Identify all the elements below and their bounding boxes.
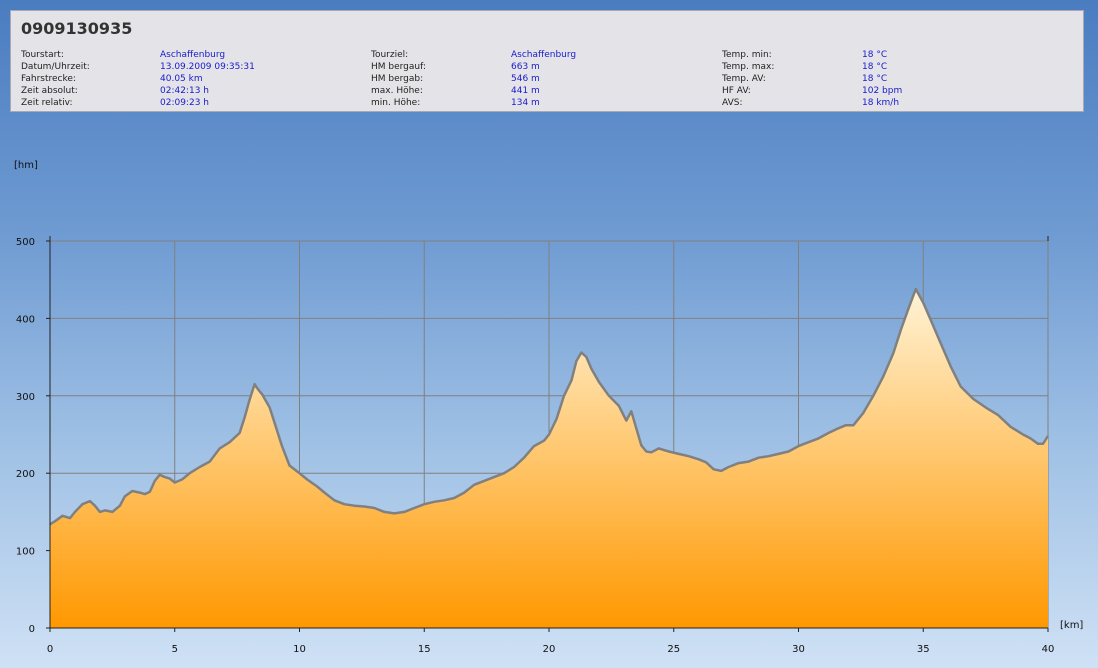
info-label-fahrstrecke: Fahrstrecke: <box>21 74 76 84</box>
x-tick-label: 40 <box>1042 644 1055 655</box>
info-value-min-hoehe: 134 m <box>511 98 540 108</box>
info-label-zeit-absolut: Zeit absolut: <box>21 86 78 96</box>
info-value-zeit-absolut: 02:42:13 h <box>160 86 209 96</box>
info-value-avs: 18 km/h <box>862 98 900 108</box>
x-tick-label: 35 <box>917 644 930 655</box>
x-tick-label: 25 <box>667 644 680 655</box>
y-axis-label: [hm] <box>14 160 38 171</box>
y-tick-label: 100 <box>16 547 35 558</box>
x-tick-label: 20 <box>543 644 556 655</box>
info-label-temp-max: Temp. max: <box>722 62 775 72</box>
info-label-hm-bergauf: HM bergauf: <box>371 62 426 72</box>
info-label-hm-bergab: HM bergab: <box>371 74 424 84</box>
x-tick-label: 30 <box>792 644 805 655</box>
info-value-hm-bergab: 546 m <box>511 74 540 84</box>
info-col3-value: 18 °C 18 °C 18 °C 102 bpm 18 km/h <box>862 49 902 109</box>
info-value-datum: 13.09.2009 09:35:31 <box>160 62 255 72</box>
x-axis-label: [km] <box>1060 620 1083 631</box>
info-col2-label: Tourziel: HM bergauf: HM bergab: max. Hö… <box>371 49 426 109</box>
info-label-max-hoehe: max. Höhe: <box>371 86 423 96</box>
info-value-zeit-relativ: 02:09:23 h <box>160 98 209 108</box>
info-col2-value: Aschaffenburg 663 m 546 m 441 m 134 m <box>511 49 576 109</box>
info-value-tourstart: Aschaffenburg <box>160 50 226 60</box>
info-label-tourstart: Tourstart: <box>21 50 64 60</box>
info-col1-label: Tourstart: Datum/Uhrzeit: Fahrstrecke: Z… <box>21 49 90 109</box>
y-tick-label: 0 <box>29 624 35 635</box>
x-tick-label: 15 <box>418 644 431 655</box>
info-value-hf-av: 102 bpm <box>862 86 903 96</box>
y-tick-label: 200 <box>16 469 35 480</box>
info-label-tourziel: Tourziel: <box>371 50 409 60</box>
elevation-line <box>49 287 1050 526</box>
info-label-temp-av: Temp. AV: <box>722 74 766 84</box>
axes: 0 100 200 300 400 500 0 5 10 15 20 25 30 35 40 <box>16 236 1054 655</box>
info-label-datum: Datum/Uhrzeit: <box>21 62 90 72</box>
info-value-temp-av: 18 °C <box>862 74 888 84</box>
tour-title: 0909130935 <box>21 19 133 38</box>
x-tick-label: 10 <box>293 644 306 655</box>
y-tick-label: 300 <box>16 392 35 403</box>
info-value-fahrstrecke: 40.05 km <box>160 74 203 84</box>
elevation-area <box>50 289 1048 628</box>
info-value-hm-bergauf: 663 m <box>511 62 540 72</box>
x-tick-label: 5 <box>172 644 178 655</box>
info-value-tourziel: Aschaffenburg <box>511 50 577 60</box>
info-label-min-hoehe: min. Höhe: <box>371 98 421 108</box>
info-label-hf-av: HF AV: <box>722 86 751 96</box>
y-tick-label: 500 <box>16 237 35 248</box>
info-col1-value: Aschaffenburg 13.09.2009 09:35:31 40.05 … <box>160 49 255 109</box>
info-value-temp-max: 18 °C <box>862 62 888 72</box>
info-label-temp-min: Temp. min: <box>722 50 772 60</box>
info-value-temp-min: 18 °C <box>862 50 888 60</box>
info-label-avs: AVS: <box>722 98 743 108</box>
tour-info-panel: 0909130935 Tourstart: Datum/Uhrzeit: Fah… <box>10 10 1084 112</box>
info-col3-label: Temp. min: Temp. max: Temp. AV: HF AV: A… <box>722 49 774 109</box>
y-tick-label: 400 <box>16 314 35 325</box>
info-value-max-hoehe: 441 m <box>511 86 540 96</box>
x-tick-label: 0 <box>47 644 53 655</box>
info-label-zeit-relativ: Zeit relativ: <box>21 98 73 108</box>
